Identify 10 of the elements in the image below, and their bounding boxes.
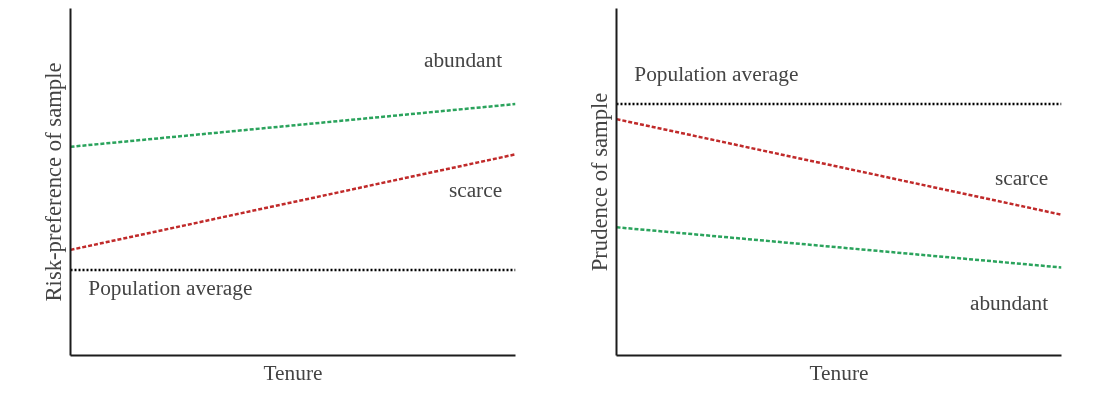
series-label: abundant — [423, 48, 503, 73]
y-axis-title: Prudence of sample — [586, 92, 612, 272]
series-label: abundant — [969, 291, 1049, 316]
series-label: scarce — [994, 165, 1049, 190]
series-label: scarce — [448, 178, 503, 203]
x-axis-title: Tenure — [263, 360, 323, 385]
series-label: Population average — [634, 62, 799, 87]
series-label: Population average — [88, 276, 253, 301]
y-axis-title: Risk-preference of sample — [40, 62, 66, 302]
x-axis-title: Tenure — [809, 360, 869, 385]
